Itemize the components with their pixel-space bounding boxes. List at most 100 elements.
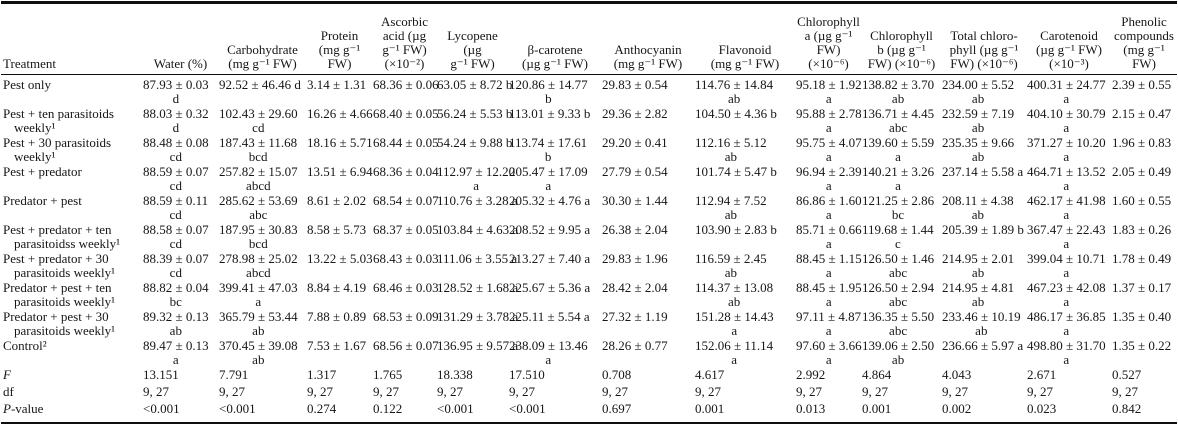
table-cell: 112.97 ± 12.20 a	[437, 165, 515, 194]
table-cell: 9, 27	[437, 385, 509, 402]
table-cell: 237.14 ± 5.58 a	[942, 165, 1027, 194]
table-cell: 213.27 ± 7.40 a	[509, 252, 602, 281]
cell-value: 13.151	[143, 367, 179, 382]
table-cell: 0.001	[695, 402, 796, 424]
table-cell: 29.20 ± 0.41	[602, 136, 695, 165]
table-cell: 13.151	[143, 368, 219, 385]
cell-value: 121.25 ± 2.86 bc	[862, 193, 935, 222]
cell-value: 9, 27	[862, 384, 888, 399]
table-cell: 26.38 ± 2.04	[602, 223, 695, 252]
treatment-row: Pest only 87.93 ± 0.03 d 92.52 ± 46.46 d 3.…	[1, 75, 1177, 108]
table-cell: <0.001	[219, 402, 307, 424]
cell-value: 95.75 ± 4.07 a	[796, 135, 862, 164]
cell-value: 205.32 ± 4.76 a	[509, 193, 591, 208]
table-cell: 225.11 ± 5.54 a	[509, 310, 602, 339]
table-cell: 1.35 ± 0.22	[1112, 339, 1177, 368]
cell-value: 278.98 ± 25.02 abcd	[219, 251, 298, 280]
cell-value: 7.791	[219, 367, 249, 382]
row-label-text-part: Pest + 30 parasitoids weekly¹	[3, 135, 112, 164]
table-cell: 17.510	[509, 368, 602, 385]
table-cell: 96.94 ± 2.39 a	[796, 165, 862, 194]
table-cell: 9, 27	[695, 385, 796, 402]
cell-value: 68.44 ± 0.05	[373, 135, 439, 150]
table-cell: 92.52 ± 46.46 d	[219, 75, 307, 108]
table-cell: 285.62 ± 53.69 abc	[219, 194, 307, 223]
table-cell: <0.001	[437, 402, 509, 424]
table-cell: 1.317	[307, 368, 373, 385]
table-cell: 0.842	[1112, 402, 1177, 424]
cell-value: 257.82 ± 15.07 abcd	[219, 164, 298, 193]
cell-value: 404.10 ± 30.79 a	[1027, 106, 1106, 135]
table-cell: 68.56 ± 0.07	[373, 339, 439, 368]
row-label-cell: Control²	[1, 339, 143, 368]
cell-value: 235.35 ± 9.66 ab	[942, 135, 1015, 164]
table-cell: 1.765	[373, 368, 437, 385]
table-cell: 9, 27	[509, 385, 602, 402]
table-cell: 214.95 ± 2.01 ab	[942, 252, 1027, 281]
table-cell: 128.52 ± 1.68 a	[437, 281, 518, 310]
cell-value: 112.16 ± 5.12 ab	[695, 135, 767, 164]
row-label: Predator + pest	[3, 194, 139, 208]
table-cell: 7.88 ± 0.89	[307, 310, 373, 339]
cell-value: 2.39 ± 0.55	[1112, 77, 1172, 92]
cell-value: 103.90 ± 2.83 b	[695, 222, 777, 237]
table-cell: 116.59 ± 2.45 ab	[695, 252, 796, 281]
table-cell: 103.90 ± 2.83 b	[695, 223, 796, 252]
table-cell: 9, 27	[796, 385, 862, 402]
row-label-cell: F	[1, 368, 143, 385]
cell-value: 29.20 ± 0.41	[602, 135, 668, 150]
table-cell: 2.15 ± 0.47	[1112, 107, 1177, 136]
table-cell: 7.791	[219, 368, 307, 385]
table-cell: 400.31 ± 24.77 a	[1027, 75, 1112, 108]
cell-value: 0.122	[373, 401, 403, 416]
stat-row: P-value <0.001 <0.001 0.274 0.122 <0.001 <0.00…	[1, 402, 1177, 424]
cell-value: 8.84 ± 4.19	[307, 280, 367, 295]
table-cell: 208.11 ± 4.38 ab	[942, 194, 1027, 223]
cell-value: 116.59 ± 2.45 ab	[695, 251, 767, 280]
cell-value: 136.35 ± 5.50 abc	[862, 309, 935, 338]
cell-value: 205.47 ± 17.09 a	[509, 164, 588, 193]
table-cell: 187.43 ± 11.68 bcd	[219, 136, 307, 165]
row-label: Pest only	[3, 78, 139, 92]
row-label-text-part: df	[3, 384, 14, 399]
table-cell: 9, 27	[307, 385, 373, 402]
table-cell: 205.47 ± 17.09 a	[509, 165, 602, 194]
row-label-cell: Pest + 30 parasitoids weekly¹	[1, 136, 143, 165]
table-cell: 9, 27	[942, 385, 1027, 402]
cell-value: 89.32 ± 0.13 ab	[143, 309, 209, 338]
cell-value: 1.35 ± 0.40	[1112, 309, 1172, 324]
cell-value: 238.09 ± 13.46 a	[509, 338, 588, 367]
cell-value: 9, 27	[307, 384, 333, 399]
cell-value: 68.43 ± 0.03	[373, 251, 439, 266]
cell-value: <0.001	[219, 401, 256, 416]
cell-value: 1.765	[373, 367, 403, 382]
stat-row: F 13.151 7.791 1.317 1.765 18.338 17.510 0.708 4…	[1, 368, 1177, 385]
cell-value: 9, 27	[602, 384, 628, 399]
row-label-text-part: -value	[10, 401, 44, 416]
cell-value: 114.37 ± 13.08 ab	[695, 280, 774, 309]
cell-value: 399.04 ± 10.71 a	[1027, 251, 1106, 280]
cell-value: 8.61 ± 2.02	[307, 193, 367, 208]
cell-value: 285.62 ± 53.69 abc	[219, 193, 298, 222]
cell-value: 7.88 ± 0.89	[307, 309, 367, 324]
cell-value: 1.83 ± 0.26	[1112, 222, 1172, 237]
cell-value: 225.67 ± 5.36 a	[509, 280, 591, 295]
table-cell: 104.50 ± 4.36 b	[695, 107, 796, 136]
cell-value: 86.86 ± 1.60 a	[796, 193, 862, 222]
table-cell: 8.61 ± 2.02	[307, 194, 373, 223]
table-cell: 278.98 ± 25.02 abcd	[219, 252, 307, 281]
cell-value: 95.18 ± 1.92 a	[796, 77, 862, 106]
cell-value: 88.59 ± 0.07 cd	[143, 164, 209, 193]
table-cell: 87.93 ± 0.03 d	[143, 75, 219, 108]
table-cell: 9, 27	[1027, 385, 1112, 402]
table-cell: 232.59 ± 7.19 ab	[942, 107, 1027, 136]
row-label-italic-part: P	[3, 401, 11, 416]
table-cell: 89.32 ± 0.13 ab	[143, 310, 219, 339]
table-cell: 102.43 ± 29.60 cd	[219, 107, 307, 136]
table-cell: 88.82 ± 0.04 bc	[143, 281, 219, 310]
table-cell: 0.001	[862, 402, 942, 424]
cell-value: 111.06 ± 3.55 a	[437, 251, 518, 266]
cell-value: 63.05 ± 8.72 b	[437, 77, 513, 92]
column-header: Ascorbic acid (µg g⁻¹ FW) (×10⁻²)	[373, 2, 437, 75]
column-header: β-carotene (µg g⁻¹ FW)	[509, 2, 602, 75]
